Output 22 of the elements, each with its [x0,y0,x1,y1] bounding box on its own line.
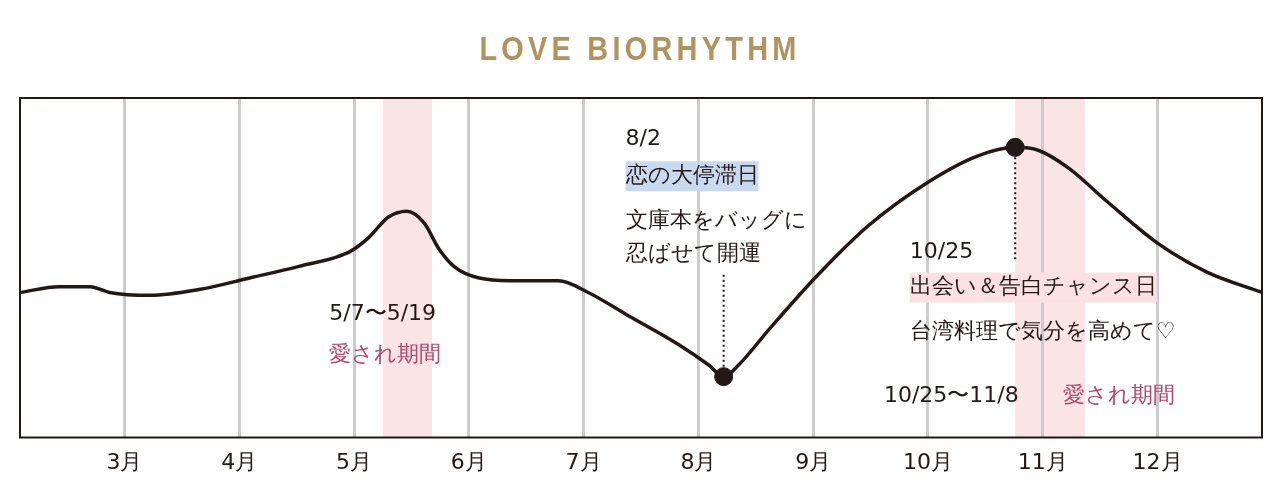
x-tick-label: 3月 [106,448,143,474]
annotation: 恋の大停滞日 [624,161,759,187]
x-tick-label: 9月 [795,448,832,474]
annotation: 8/2 [625,125,661,151]
annotation: 出会い＆告白チャンス日 [909,273,1157,299]
x-tick-label: 11月 [1017,448,1068,474]
x-tick-label: 7月 [565,448,602,474]
annotation: 文庫本をバッグに [625,206,807,232]
annotation: 愛され期間 [329,341,442,367]
x-tick-label: 6月 [450,448,487,474]
annotation: 台湾料理で気分を高めて♡ [909,318,1176,344]
x-tick-label: 5月 [336,448,373,474]
chart-title: LOVE BIORHYTHM [478,27,802,69]
annotation: 愛され期間 [1063,381,1176,407]
annotation: 10/25 [909,237,974,263]
x-tick-label: 12月 [1132,448,1183,474]
x-tick-label: 10月 [902,448,953,474]
x-tick-label: 8月 [680,448,717,474]
x-tick-label: 4月 [221,448,258,474]
annotation: 5/7〜5/19 [329,300,437,326]
annotation: 忍ばせて開運 [624,239,761,265]
annotation: 10/25〜11/8 [883,381,1019,407]
